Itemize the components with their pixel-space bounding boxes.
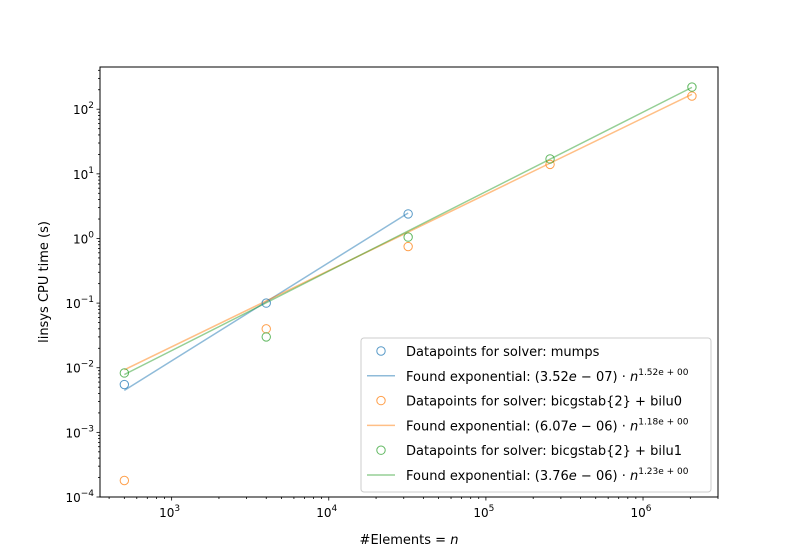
data-point-4-4	[687, 82, 697, 92]
data-point-2-4	[687, 91, 697, 101]
legend-marker-4	[376, 445, 386, 455]
x-axis-label-text: #Elements = n	[360, 533, 459, 548]
legend-marker-0	[376, 346, 386, 356]
data-points	[119, 82, 697, 486]
x-axis-label: #Elements = n	[360, 533, 459, 548]
y-tick-label-4: 100	[73, 230, 94, 246]
legend: Datapoints for solver: mumps Found expone…	[360, 337, 712, 493]
data-point-2-2	[403, 241, 413, 252]
x-tick-label-3: 106	[631, 504, 652, 520]
fit-line-3	[124, 93, 693, 371]
legend-label-3: Found exponential: (6.07e − 06) · n1.18e…	[406, 417, 689, 434]
data-point-2-3	[545, 159, 555, 170]
data-point-4-1	[261, 332, 271, 342]
axes-frame	[99, 66, 719, 498]
data-point-4-0	[119, 368, 130, 378]
data-point-2-0	[119, 475, 130, 486]
legend-label-2: Datapoints for solver: bicgstab{2} + bil…	[406, 395, 682, 410]
legend-label-1: Found exponential: (3.52e − 07) · n1.52e…	[406, 368, 689, 385]
y-tick-label-3: 10−1	[65, 295, 94, 311]
y-tick-label-5: 101	[73, 166, 94, 182]
x-tick-label-1: 104	[316, 504, 337, 520]
x-tick-label-0: 103	[159, 504, 180, 520]
fit-line-5	[124, 86, 693, 376]
legend-marker-2	[376, 395, 386, 406]
x-tick-label-2: 105	[473, 504, 494, 520]
y-tick-label-1: 10−3	[65, 424, 94, 440]
data-point-4-3	[545, 154, 555, 164]
y-tick-label-0: 10−4	[65, 489, 94, 505]
y-axis-label: linsys CPU time (s)	[37, 221, 52, 343]
legend-label-0: Datapoints for solver: mumps	[406, 345, 600, 360]
x-axis-ticks: 103 104 105 106	[108, 497, 719, 520]
y-tick-label-2: 10−2	[65, 360, 94, 376]
legend-label-5: Found exponential: (3.76e − 06) · n1.23e…	[406, 467, 689, 484]
legend-box	[360, 337, 712, 493]
y-axis-ticks: 10−4 10−3 10−2 10−1 100 101 102	[65, 69, 100, 505]
data-point-0-1	[261, 298, 271, 308]
y-tick-label-6: 102	[73, 101, 94, 117]
fit-lines	[123, 86, 693, 392]
legend-label-4: Datapoints for solver: bicgstab{2} + bil…	[406, 444, 682, 459]
data-point-0-2	[403, 209, 413, 219]
data-point-0-0	[119, 379, 130, 390]
data-point-4-2	[403, 232, 413, 242]
